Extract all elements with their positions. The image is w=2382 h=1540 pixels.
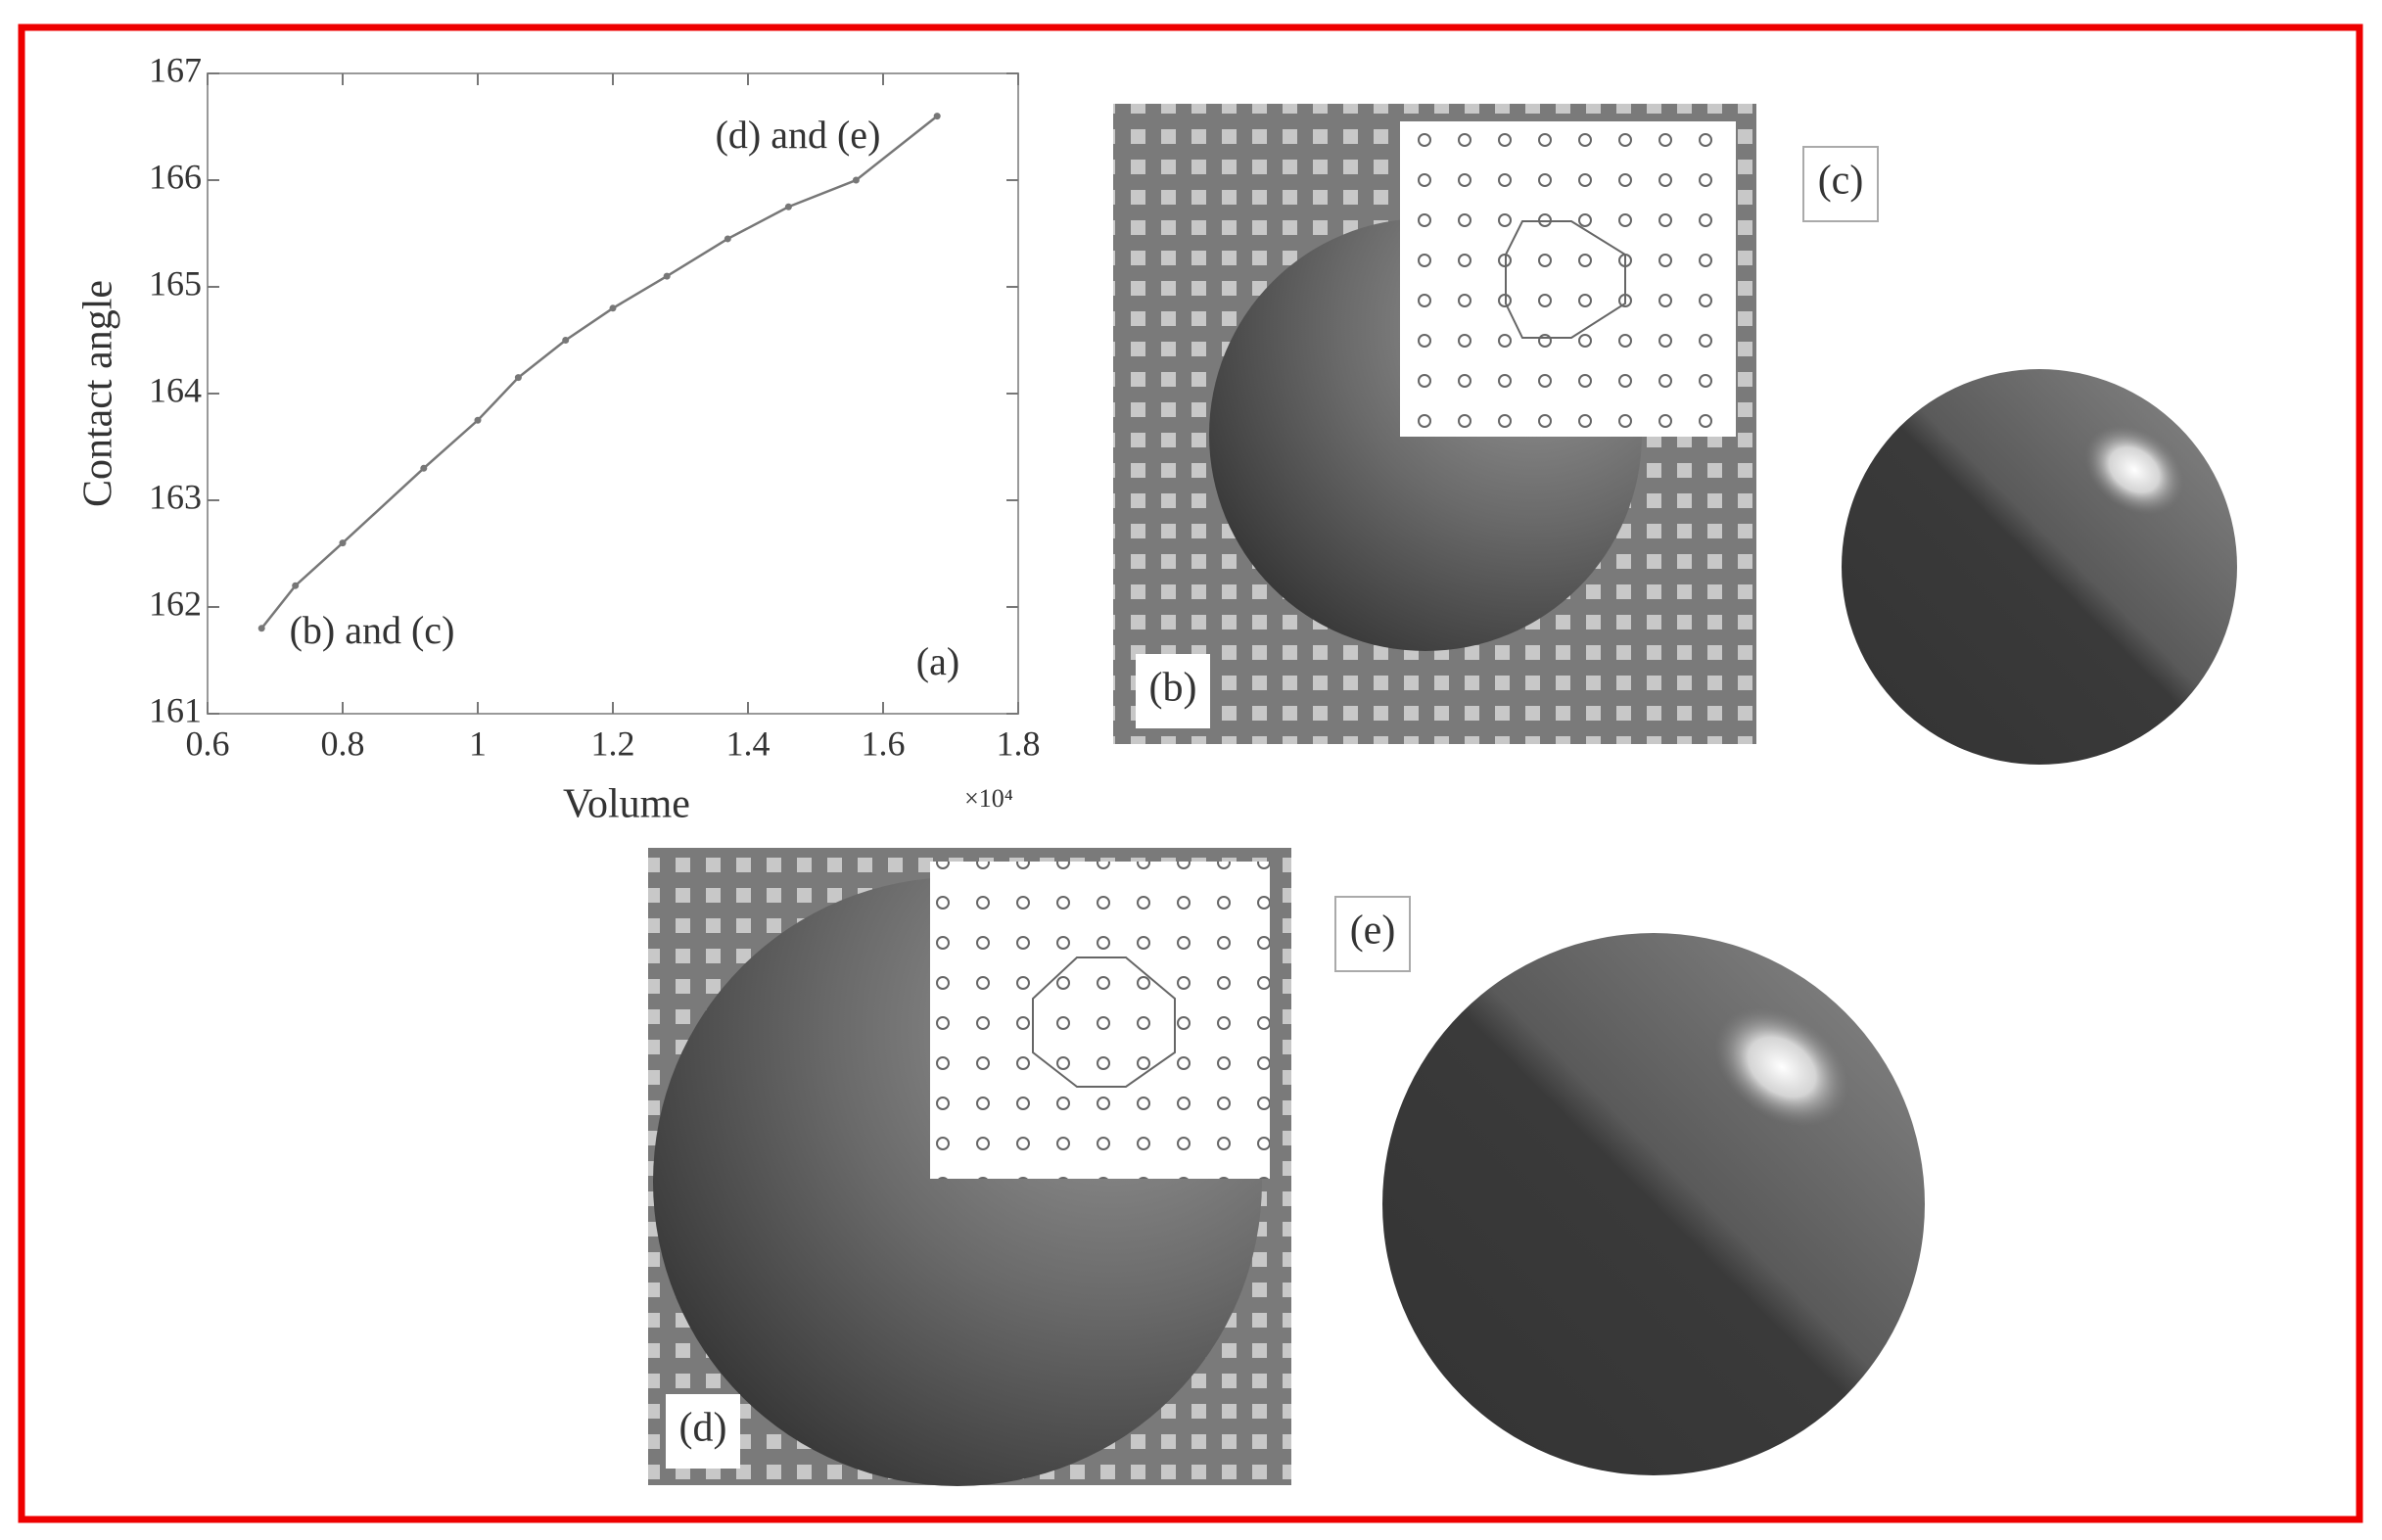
panel-d-image: (d) bbox=[648, 848, 1291, 1486]
panel-label: (b) bbox=[1149, 666, 1197, 711]
panel-label: (e) bbox=[1350, 909, 1396, 954]
annotation: (b) and (c) bbox=[290, 608, 455, 652]
data-point bbox=[474, 416, 482, 424]
x-tick-label: 1.6 bbox=[862, 723, 906, 763]
y-tick-label: 161 bbox=[149, 690, 202, 729]
panel-label: (d) bbox=[679, 1406, 727, 1451]
y-tick-label: 162 bbox=[149, 583, 202, 623]
data-point bbox=[514, 374, 522, 382]
data-point bbox=[724, 235, 731, 243]
x-multiplier: ×10⁴ bbox=[964, 784, 1013, 813]
x-tick-label: 1.4 bbox=[726, 723, 771, 763]
y-tick-label: 164 bbox=[149, 370, 202, 409]
panel-b-image: (b) bbox=[1113, 104, 1756, 744]
x-tick-label: 0.6 bbox=[186, 723, 230, 763]
y-tick-label: 167 bbox=[149, 50, 202, 89]
x-tick-label: 1 bbox=[469, 723, 487, 763]
data-line bbox=[260, 115, 938, 630]
data-point bbox=[420, 464, 428, 472]
data-point bbox=[339, 539, 347, 547]
data-point bbox=[292, 582, 300, 589]
data-point bbox=[852, 176, 860, 184]
x-axis-label: Volume bbox=[563, 782, 690, 827]
x-tick-label: 0.8 bbox=[321, 723, 365, 763]
data-point bbox=[663, 272, 671, 280]
panel-label: (c) bbox=[1818, 159, 1864, 204]
panel-c-image: (c) bbox=[1802, 146, 2237, 765]
x-tick-label: 1.8 bbox=[997, 723, 1041, 763]
y-tick-label: 165 bbox=[149, 263, 202, 303]
y-tick-label: 163 bbox=[149, 477, 202, 516]
annotation: (a) bbox=[916, 639, 959, 683]
data-point bbox=[562, 337, 570, 344]
data-point bbox=[257, 625, 265, 632]
x-tick-label: 1.2 bbox=[591, 723, 635, 763]
y-axis-label: Contact angle bbox=[76, 280, 121, 507]
annotation: (d) and (e) bbox=[716, 113, 881, 157]
y-tick-label: 166 bbox=[149, 157, 202, 196]
data-point bbox=[933, 113, 941, 120]
panel-e-image: (e) bbox=[1334, 896, 1925, 1475]
data-point bbox=[784, 203, 792, 210]
frame bbox=[18, 23, 2363, 1523]
data-point bbox=[609, 304, 617, 312]
